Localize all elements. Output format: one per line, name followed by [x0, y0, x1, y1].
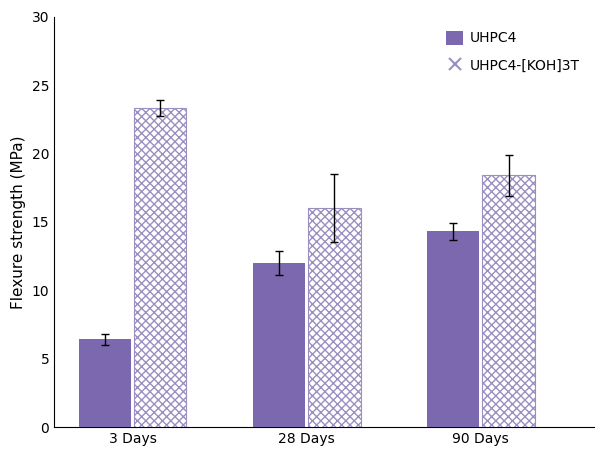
Bar	[482, 175, 535, 427]
Legend: UHPC4, UHPC4-[KOH]3T: UHPC4, UHPC4-[KOH]3T	[439, 24, 587, 80]
Bar	[253, 263, 305, 427]
Bar	[309, 208, 361, 427]
Bar	[427, 231, 479, 427]
Y-axis label: Flexure strength (MPa): Flexure strength (MPa)	[11, 135, 26, 308]
Bar	[79, 340, 131, 427]
Bar	[134, 108, 186, 427]
